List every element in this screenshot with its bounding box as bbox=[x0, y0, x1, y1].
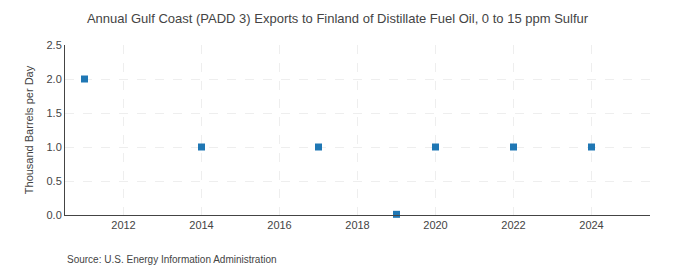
svg-text:2012: 2012 bbox=[111, 219, 135, 231]
svg-text:0.5: 0.5 bbox=[47, 175, 62, 187]
svg-text:2014: 2014 bbox=[189, 219, 213, 231]
svg-text:Annual Gulf Coast (PADD 3) Exp: Annual Gulf Coast (PADD 3) Exports to Fi… bbox=[87, 11, 589, 26]
svg-text:Source: U.S. Energy Informatio: Source: U.S. Energy Information Administ… bbox=[67, 254, 277, 265]
svg-text:0.0: 0.0 bbox=[47, 209, 62, 221]
svg-text:2.0: 2.0 bbox=[47, 73, 62, 85]
svg-text:1.5: 1.5 bbox=[47, 107, 62, 119]
svg-text:Thousand Barrels per Day: Thousand Barrels per Day bbox=[23, 65, 35, 194]
svg-text:2024: 2024 bbox=[579, 219, 603, 231]
svg-text:1.0: 1.0 bbox=[47, 141, 62, 153]
svg-text:2.5: 2.5 bbox=[47, 39, 62, 51]
svg-text:2020: 2020 bbox=[423, 219, 447, 231]
svg-text:2018: 2018 bbox=[345, 219, 369, 231]
svg-text:2022: 2022 bbox=[501, 219, 525, 231]
svg-text:2016: 2016 bbox=[267, 219, 291, 231]
